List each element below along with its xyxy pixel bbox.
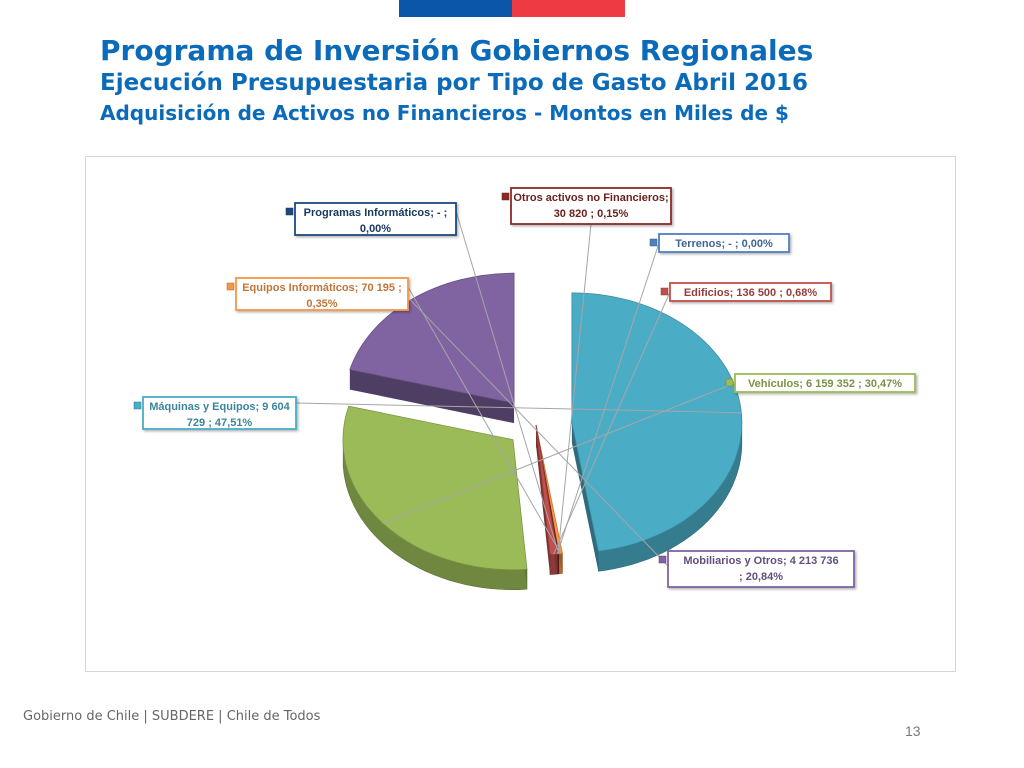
legend-key-5: [660, 287, 669, 296]
data-label-1-line-1: 0,35%: [306, 298, 337, 310]
pie-slice-m-quinas-y-equipos: [571, 292, 743, 552]
legend-key-1: [226, 282, 235, 291]
flag-bar-blue: [399, 0, 512, 17]
data-label-box-7: [667, 550, 855, 588]
data-label-4-line-0: Terrenos; - ; 0,00%: [675, 238, 773, 250]
legend-key-3: [501, 192, 510, 201]
pie-chart: Máquinas y Equipos; 9 604 729 ; 47,51% Equ…: [133, 187, 916, 590]
leader-line-0: [295, 402, 742, 414]
leader-line-1: [407, 286, 562, 554]
legend-key-7: [658, 555, 667, 564]
pie-slice-wall-7-0: [349, 369, 515, 424]
legend-key-6: [725, 378, 734, 387]
data-label-0-line-0: Máquinas y Equipos; 9 604: [149, 401, 290, 413]
data-label-5-line-0: Edificios; 136 500 ; 0,68%: [684, 287, 818, 299]
data-label-box-6: [734, 373, 916, 393]
pie-slice-veh-culos: [342, 405, 528, 571]
slide-title: Programa de Inversión Gobiernos Regional…: [100, 34, 814, 67]
legend-key-4: [649, 238, 658, 247]
footer-text: Gobierno de Chile | SUBDERE | Chile de T…: [23, 709, 321, 724]
pie-labels: Máquinas y Equipos; 9 604 729 ; 47,51% Equ…: [133, 187, 916, 588]
slide-subtitle-2: Adquisición de Activos no Financieros - …: [100, 101, 789, 125]
leader-line-4: [556, 242, 660, 555]
data-label-2-line-0: Programas Informáticos; - ;: [304, 207, 448, 219]
legend-key-0: [133, 401, 142, 410]
leader-line-2: [455, 210, 560, 554]
pie-slice-wall-0-1: [571, 422, 599, 572]
chart-frame: Máquinas y Equipos; 9 604 729 ; 47,51% Equ…: [85, 156, 956, 672]
data-label-box-3: [510, 187, 672, 225]
data-label-7-line-1: ; 20,84%: [739, 571, 783, 583]
data-label-1-line-0: Equipos Informáticos; 70 195 ;: [242, 282, 402, 294]
data-label-box-0: [142, 396, 297, 430]
slide-subtitle: Ejecución Presupuestaria por Tipo de Gas…: [100, 70, 808, 96]
flag-bar-red: [512, 0, 625, 17]
leader-line-5: [553, 291, 671, 555]
page-number: 13: [905, 723, 921, 739]
data-label-box-4: [658, 233, 790, 253]
leader-line-7: [410, 299, 669, 567]
data-label-box-2: [294, 202, 457, 236]
data-label-box-5: [669, 282, 832, 302]
data-label-0-line-1: 729 ; 47,51%: [187, 417, 253, 429]
leader-line-3: [557, 223, 592, 554]
data-label-7-line-0: Mobiliarios y Otros; 4 213 736: [683, 555, 838, 567]
legend-key-2: [285, 207, 294, 216]
data-label-6-line-0: Vehículos; 6 159 352 ; 30,47%: [748, 378, 902, 390]
pie-slices: [342, 272, 743, 590]
data-label-box-1: [235, 277, 409, 311]
data-label-3-line-1: 30 820 ; 0,15%: [554, 208, 629, 220]
data-label-3-line-0: Otros activos no Financieros;: [513, 192, 668, 204]
data-label-2-line-1: 0,00%: [360, 223, 391, 235]
